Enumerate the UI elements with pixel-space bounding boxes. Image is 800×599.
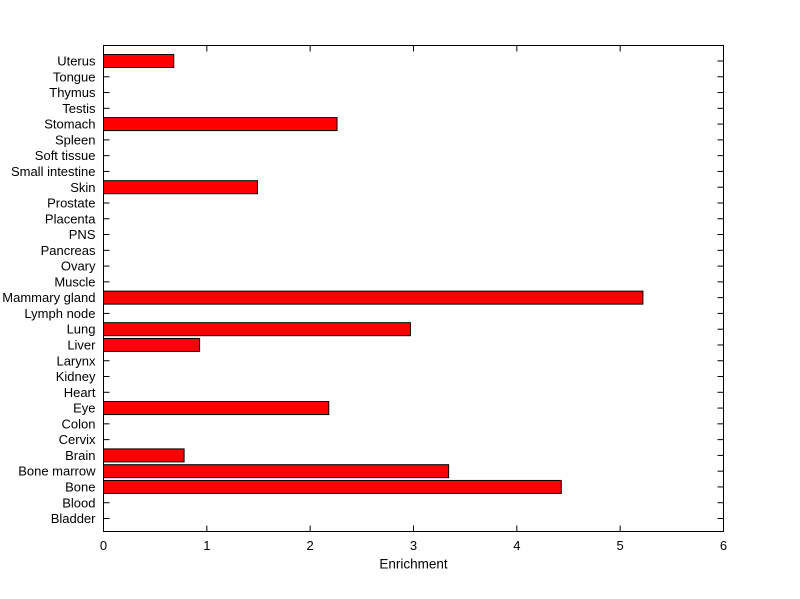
y-category-label: Liver	[67, 338, 96, 353]
y-category-label: Bone	[65, 479, 95, 494]
y-category-label: Colon	[62, 416, 96, 431]
x-tick-label: 5	[617, 538, 624, 553]
bar-skin	[103, 180, 258, 195]
bar-uterus	[103, 54, 175, 68]
y-category-label: Skin	[70, 180, 95, 195]
y-category-label: Bladder	[51, 511, 96, 526]
x-tick-label: 2	[307, 538, 314, 553]
y-category-label: Tongue	[53, 69, 96, 84]
bar-bone	[103, 479, 562, 494]
y-category-label: Soft tissue	[35, 148, 96, 163]
y-category-label: Cervix	[59, 432, 96, 447]
y-category-label: Prostate	[47, 196, 95, 211]
y-category-label: Uterus	[57, 54, 96, 69]
bar-eye	[103, 401, 330, 416]
y-category-label: Brain	[65, 448, 95, 463]
y-category-label: Placenta	[45, 211, 96, 226]
bar-lung	[103, 322, 411, 337]
bar-bone-marrow	[103, 464, 450, 479]
y-category-label: Heart	[64, 385, 96, 400]
y-category-label: Eye	[73, 401, 95, 416]
x-tick-label: 3	[410, 538, 417, 553]
y-category-label: Bone marrow	[18, 464, 96, 479]
x-axis-title: Enrichment	[379, 557, 448, 572]
y-category-label: Larynx	[56, 353, 96, 368]
bar-stomach	[103, 117, 338, 132]
y-category-label: Mammary gland	[2, 290, 95, 305]
y-category-label: Lymph node	[24, 306, 95, 321]
y-category-label: Ovary	[61, 259, 96, 274]
y-category-label: Kidney	[56, 369, 96, 384]
x-tick-label: 1	[203, 538, 210, 553]
y-category-label: Spleen	[55, 132, 95, 147]
y-category-label: Muscle	[54, 274, 95, 289]
bar-brain	[103, 448, 185, 463]
y-category-label: Lung	[67, 322, 96, 337]
bar-liver	[103, 337, 201, 352]
y-category-label: Pancreas	[41, 243, 96, 258]
y-category-label: Thymus	[49, 85, 96, 100]
plot-border	[103, 45, 724, 532]
x-tick-label: 6	[720, 538, 727, 553]
y-category-label: Small intestine	[11, 164, 96, 179]
y-category-label: PNS	[69, 227, 96, 242]
y-category-label: Testis	[62, 101, 96, 116]
y-category-label: Blood	[62, 495, 95, 510]
x-tick-label: 0	[100, 538, 107, 553]
bar-mammary-gland	[103, 290, 644, 305]
x-tick-label: 4	[513, 538, 520, 553]
y-category-label: Stomach	[44, 117, 95, 132]
